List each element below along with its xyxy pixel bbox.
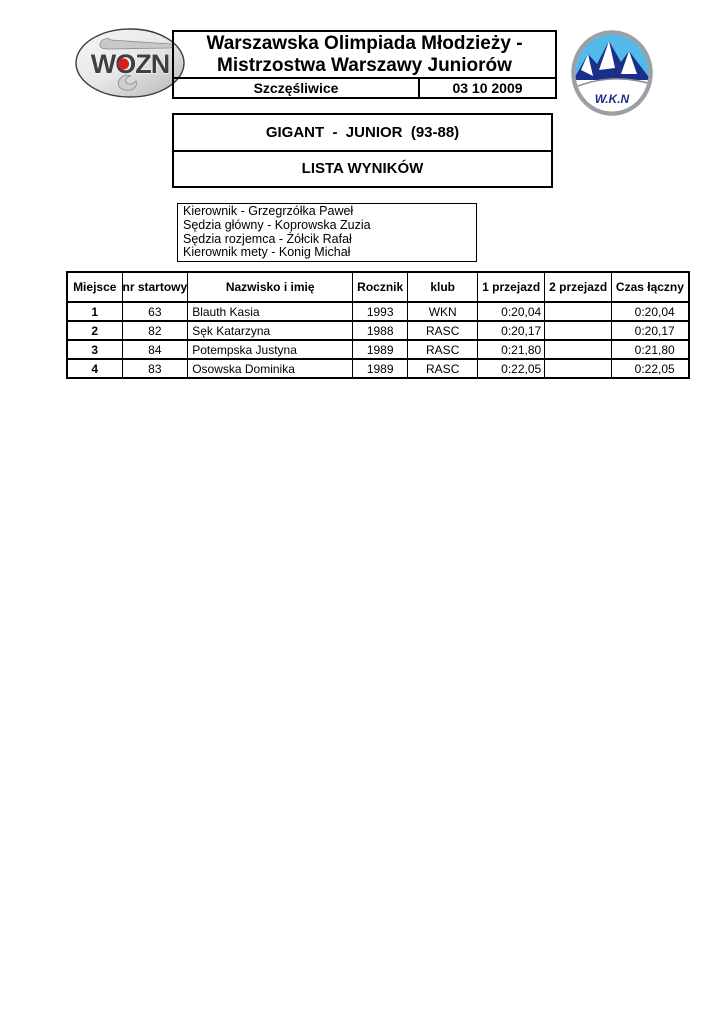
table-row: 1 63 Blauth Kasia 1993 WKN 0:20,04 0:20,… bbox=[66, 301, 690, 322]
cell-name: Potempska Justyna bbox=[187, 339, 354, 360]
cell-run1: 0:21,80 bbox=[477, 339, 546, 360]
col-header-run1: 1 przejazd bbox=[477, 271, 546, 303]
cell-run2 bbox=[544, 301, 613, 322]
cell-name: Osowska Dominika bbox=[187, 358, 354, 379]
title-line-2: Mistrzostwa Warszawy Juniorów bbox=[217, 54, 512, 76]
cell-run1: 0:20,04 bbox=[477, 301, 546, 322]
cell-name: Sęk Katarzyna bbox=[187, 320, 354, 341]
cell-run2 bbox=[544, 358, 613, 379]
wkn-logo: W.K.N bbox=[571, 30, 653, 116]
cell-run2 bbox=[544, 339, 613, 360]
col-header-club: klub bbox=[407, 271, 479, 303]
cell-place: 1 bbox=[66, 301, 123, 322]
table-row: 4 83 Osowska Dominika 1989 RASC 0:22,05 … bbox=[66, 358, 690, 379]
cell-name: Blauth Kasia bbox=[187, 301, 354, 322]
wozn-logo-text: WOZN bbox=[91, 49, 169, 79]
event-date: 03 10 2009 bbox=[452, 80, 523, 96]
cell-club: RASC bbox=[407, 320, 479, 341]
official-line: Sędzia główny - Koprowska Zuzia bbox=[183, 217, 371, 232]
cell-place: 2 bbox=[66, 320, 123, 341]
cell-bib: 83 bbox=[121, 358, 189, 379]
event-location: Szczęśliwice bbox=[174, 79, 420, 97]
officials-box: Kierownik - Grzegrzółka Paweł Sędzia głó… bbox=[177, 203, 477, 262]
cell-total: 0:20,04 bbox=[611, 301, 690, 322]
event-category: GIGANT - JUNIOR (93-88) bbox=[174, 115, 551, 152]
cell-club: WKN bbox=[407, 301, 479, 322]
table-row: 3 84 Potempska Justyna 1989 RASC 0:21,80… bbox=[66, 339, 690, 360]
cell-club: RASC bbox=[407, 358, 479, 379]
table-header-row: Miejsce nr startowy Nazwisko i imię Rocz… bbox=[66, 271, 690, 303]
col-header-total: Czas łączny bbox=[611, 271, 690, 303]
official-line: Kierownik - Grzegrzółka Paweł bbox=[183, 204, 354, 218]
col-header-run2: 2 przejazd bbox=[544, 271, 613, 303]
cell-year: 1989 bbox=[352, 339, 409, 360]
official-line: Sędzia rozjemca - Żółcik Rafał bbox=[183, 231, 352, 246]
header-box: Warszawska Olimpiada Młodzieży - Mistrzo… bbox=[172, 30, 557, 99]
cell-total: 0:22,05 bbox=[611, 358, 690, 379]
cell-place: 4 bbox=[66, 358, 123, 379]
cell-run1: 0:20,17 bbox=[477, 320, 546, 341]
wozn-logo-graphic: WOZN bbox=[75, 28, 185, 98]
title-line-1: Warszawska Olimpiada Młodzieży - bbox=[206, 32, 523, 54]
header-sub-row: Szczęśliwice 03 10 2009 bbox=[174, 79, 555, 97]
wkn-logo-text: W.K.N bbox=[595, 92, 630, 106]
cell-year: 1988 bbox=[352, 320, 409, 341]
col-header-place: Miejsce bbox=[66, 271, 123, 303]
cell-total: 0:20,17 bbox=[611, 320, 690, 341]
col-header-name: Nazwisko i imię bbox=[187, 271, 354, 303]
cell-run2 bbox=[544, 320, 613, 341]
cell-run1: 0:22,05 bbox=[477, 358, 546, 379]
cell-total: 0:21,80 bbox=[611, 339, 690, 360]
table-row: 2 82 Sęk Katarzyna 1988 RASC 0:20,17 0:2… bbox=[66, 320, 690, 341]
wozn-logo: WOZN bbox=[75, 28, 185, 98]
cell-year: 1993 bbox=[352, 301, 409, 322]
results-table: Miejsce nr startowy Nazwisko i imię Rocz… bbox=[66, 271, 690, 379]
cell-year: 1989 bbox=[352, 358, 409, 379]
cell-bib: 82 bbox=[121, 320, 189, 341]
cell-bib: 84 bbox=[121, 339, 189, 360]
wkn-logo-graphic: W.K.N bbox=[571, 30, 653, 116]
event-box: GIGANT - JUNIOR (93-88) LISTA WYNIKÓW bbox=[172, 113, 553, 188]
list-title: LISTA WYNIKÓW bbox=[301, 160, 424, 178]
cell-place: 3 bbox=[66, 339, 123, 360]
cell-bib: 63 bbox=[121, 301, 189, 322]
page-title: Warszawska Olimpiada Młodzieży - Mistrzo… bbox=[174, 32, 555, 79]
official-line: Kierownik mety - Konig Michał bbox=[183, 245, 351, 260]
wozn-red-dot bbox=[118, 58, 129, 70]
col-header-bib: nr startowy bbox=[121, 271, 189, 303]
cell-club: RASC bbox=[407, 339, 479, 360]
col-header-year: Rocznik bbox=[352, 271, 409, 303]
